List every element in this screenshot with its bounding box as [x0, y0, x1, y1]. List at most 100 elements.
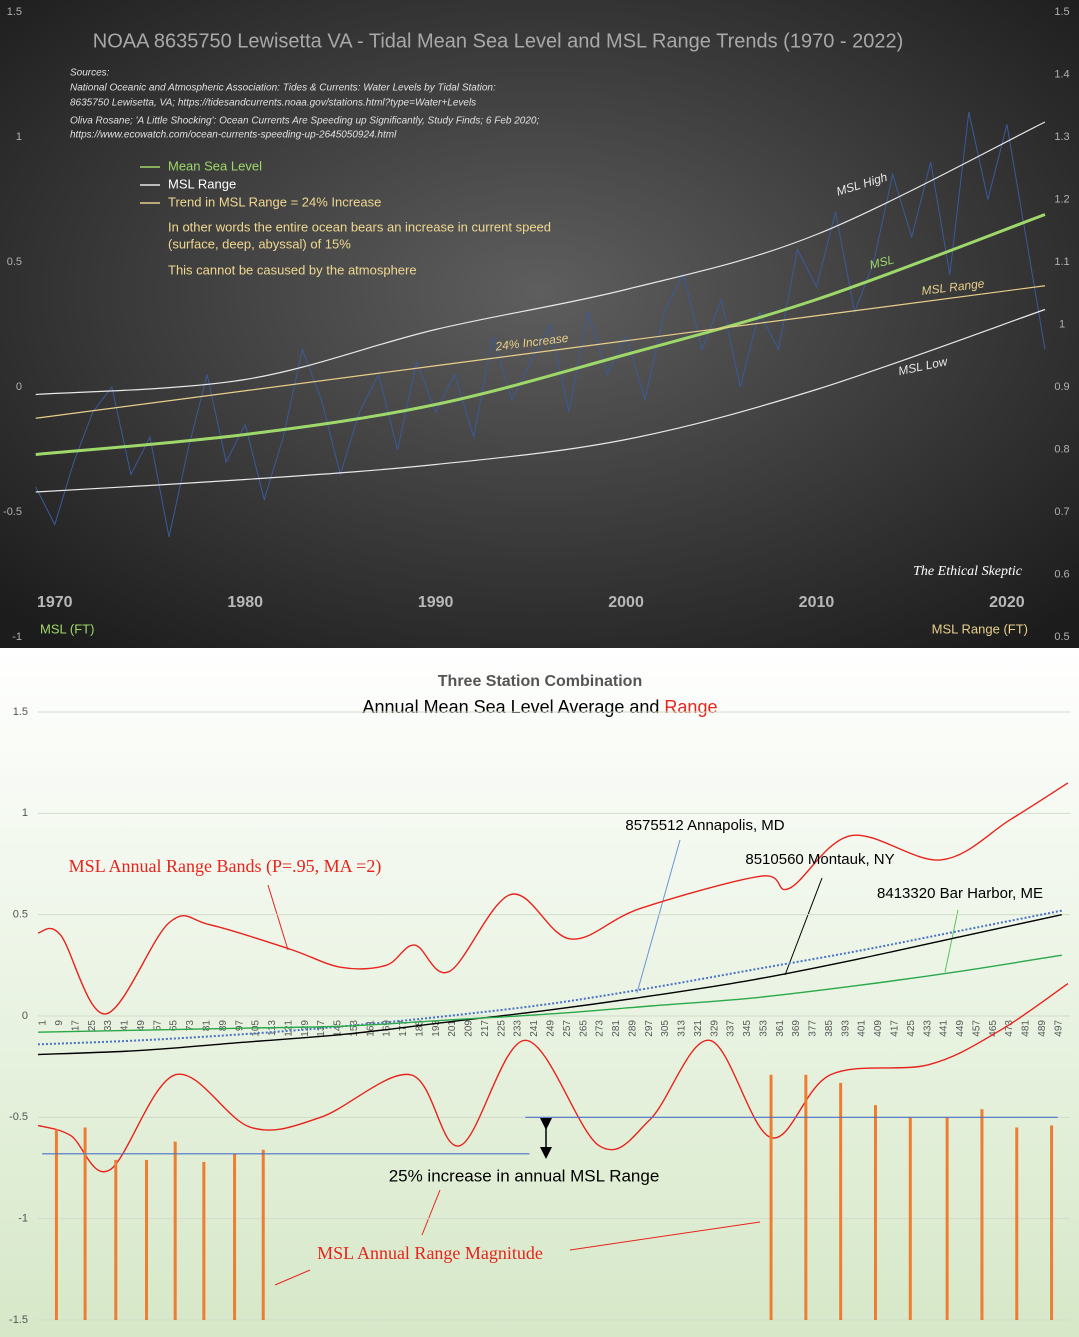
- x-tick-label: 313: [677, 1020, 688, 1037]
- x-tick-label: 489: [1037, 1020, 1048, 1037]
- leader-line: [421, 1189, 441, 1236]
- x-tick-label: 369: [791, 1020, 802, 1037]
- x-tick-label: 217: [480, 1020, 491, 1037]
- y-tick-label: -1: [18, 1213, 28, 1225]
- x-tick-label: 297: [644, 1020, 655, 1037]
- x-tick-label: 25: [87, 1020, 98, 1032]
- x-tick-label: 1980: [227, 594, 263, 611]
- x-tick-label: 409: [873, 1020, 884, 1037]
- legend-label: MSL Range: [168, 176, 236, 191]
- y2-tick-label: 0.5: [1054, 631, 1069, 643]
- x-tick-label: 89: [218, 1020, 229, 1032]
- bottom-background: [0, 648, 1079, 1337]
- y-tick-label: -0.5: [3, 506, 22, 518]
- x-tick-label: 209: [464, 1020, 475, 1037]
- x-tick-label: 385: [824, 1020, 835, 1037]
- bar: [1015, 1127, 1019, 1320]
- series-label: 8510560 Montauk, NY: [745, 851, 894, 868]
- leader-line: [267, 884, 289, 951]
- source-text: Sources:: [70, 68, 110, 79]
- series-line: [37, 982, 1069, 1173]
- bar: [1050, 1125, 1054, 1320]
- leader-line: [636, 839, 681, 994]
- x-tick-label: 225: [496, 1020, 507, 1037]
- x-tick-label: 329: [709, 1020, 720, 1037]
- x-tick-label: 345: [742, 1020, 753, 1037]
- y-axis-label: MSL (FT): [40, 621, 94, 636]
- x-tick-label: 193: [431, 1020, 442, 1037]
- x-tick-label: 57: [152, 1020, 163, 1032]
- x-tick-label: 2010: [799, 594, 835, 611]
- x-tick-label: 201: [447, 1020, 458, 1037]
- legend-label: Mean Sea Level: [168, 158, 262, 173]
- x-tick-label: 393: [840, 1020, 851, 1037]
- y2-tick-label: 0.6: [1054, 568, 1069, 580]
- bar: [54, 1129, 58, 1320]
- chart-title: NOAA 8635750 Lewisetta VA - Tidal Mean S…: [93, 30, 904, 52]
- y2-tick-label: 0.7: [1054, 506, 1069, 518]
- x-tick-label: 9: [54, 1020, 65, 1026]
- y-tick-label: 1: [16, 131, 22, 143]
- bar: [83, 1127, 87, 1320]
- leader-line: [274, 1269, 311, 1286]
- series-line: [35, 308, 1046, 493]
- x-tick-label: 417: [889, 1020, 900, 1037]
- x-tick-label: 289: [627, 1020, 638, 1037]
- x-tick-label: 145: [333, 1020, 344, 1037]
- x-tick-label: 17: [70, 1020, 81, 1032]
- x-tick-label: 1990: [418, 594, 454, 611]
- bar: [145, 1159, 149, 1320]
- y-tick-label: 1.5: [7, 6, 22, 18]
- bar: [873, 1105, 877, 1320]
- x-tick-label: 281: [611, 1020, 622, 1037]
- x-tick-label: 273: [595, 1020, 606, 1037]
- source-text: National Oceanic and Atmospheric Associa…: [70, 83, 496, 94]
- x-tick-label: 481: [1021, 1020, 1032, 1037]
- x-tick-label: 129: [300, 1020, 311, 1037]
- bar: [839, 1082, 843, 1320]
- bar: [980, 1109, 984, 1320]
- note-text: In other words the entire ocean bears an…: [168, 219, 551, 234]
- y2-tick-label: 1.5: [1054, 6, 1069, 18]
- x-tick-label: 305: [660, 1020, 671, 1037]
- bar: [114, 1159, 118, 1320]
- y-tick-label: 0.5: [7, 256, 22, 268]
- leader-line: [569, 1221, 761, 1251]
- x-tick-label: 1970: [37, 594, 73, 611]
- legend-label: Trend in MSL Range = 24% Increase: [168, 194, 381, 209]
- series-label: 8575512 Annapolis, MD: [625, 817, 784, 834]
- y-tick-label: -1: [12, 631, 22, 643]
- y2-tick-label: 1.1: [1054, 256, 1069, 268]
- y2-tick-label: 1: [1059, 318, 1065, 330]
- x-tick-label: 377: [808, 1020, 819, 1037]
- leader-line: [784, 877, 823, 976]
- bar: [233, 1153, 237, 1320]
- x-tick-label: 97: [234, 1020, 245, 1032]
- subtitle-part: Annual Mean Sea Level Average and: [363, 697, 665, 717]
- x-tick-label: 49: [136, 1020, 147, 1032]
- y2-tick-label: 1.2: [1054, 193, 1069, 205]
- x-tick-label: 337: [726, 1020, 737, 1037]
- x-tick-label: 41: [120, 1020, 131, 1032]
- x-tick-label: 65: [169, 1020, 180, 1032]
- series-line: [37, 913, 1062, 1056]
- leader-line: [944, 909, 959, 973]
- source-text: 8635750 Lewisetta, VA; https://tidesandc…: [70, 98, 476, 109]
- chart-title: Three Station Combination: [438, 673, 642, 690]
- y2-tick-label: 1.4: [1054, 68, 1069, 80]
- series-line: [37, 954, 1062, 1033]
- y-tick-label: 1: [22, 807, 28, 819]
- source-text: Oliva Rosane; 'A Little Shocking': Ocean…: [70, 116, 539, 127]
- x-tick-label: 433: [922, 1020, 933, 1037]
- x-tick-label: 249: [545, 1020, 556, 1037]
- x-tick-label: 33: [103, 1020, 114, 1032]
- x-tick-label: 353: [758, 1020, 769, 1037]
- y-tick-label: 0: [16, 381, 22, 393]
- bar: [173, 1141, 177, 1320]
- x-tick-label: 241: [529, 1020, 540, 1037]
- note-text: (surface, deep, abyssal) of 15%: [168, 236, 351, 251]
- x-tick-label: 81: [201, 1020, 212, 1032]
- x-tick-label: 169: [382, 1020, 393, 1037]
- x-tick-label: 153: [349, 1020, 360, 1037]
